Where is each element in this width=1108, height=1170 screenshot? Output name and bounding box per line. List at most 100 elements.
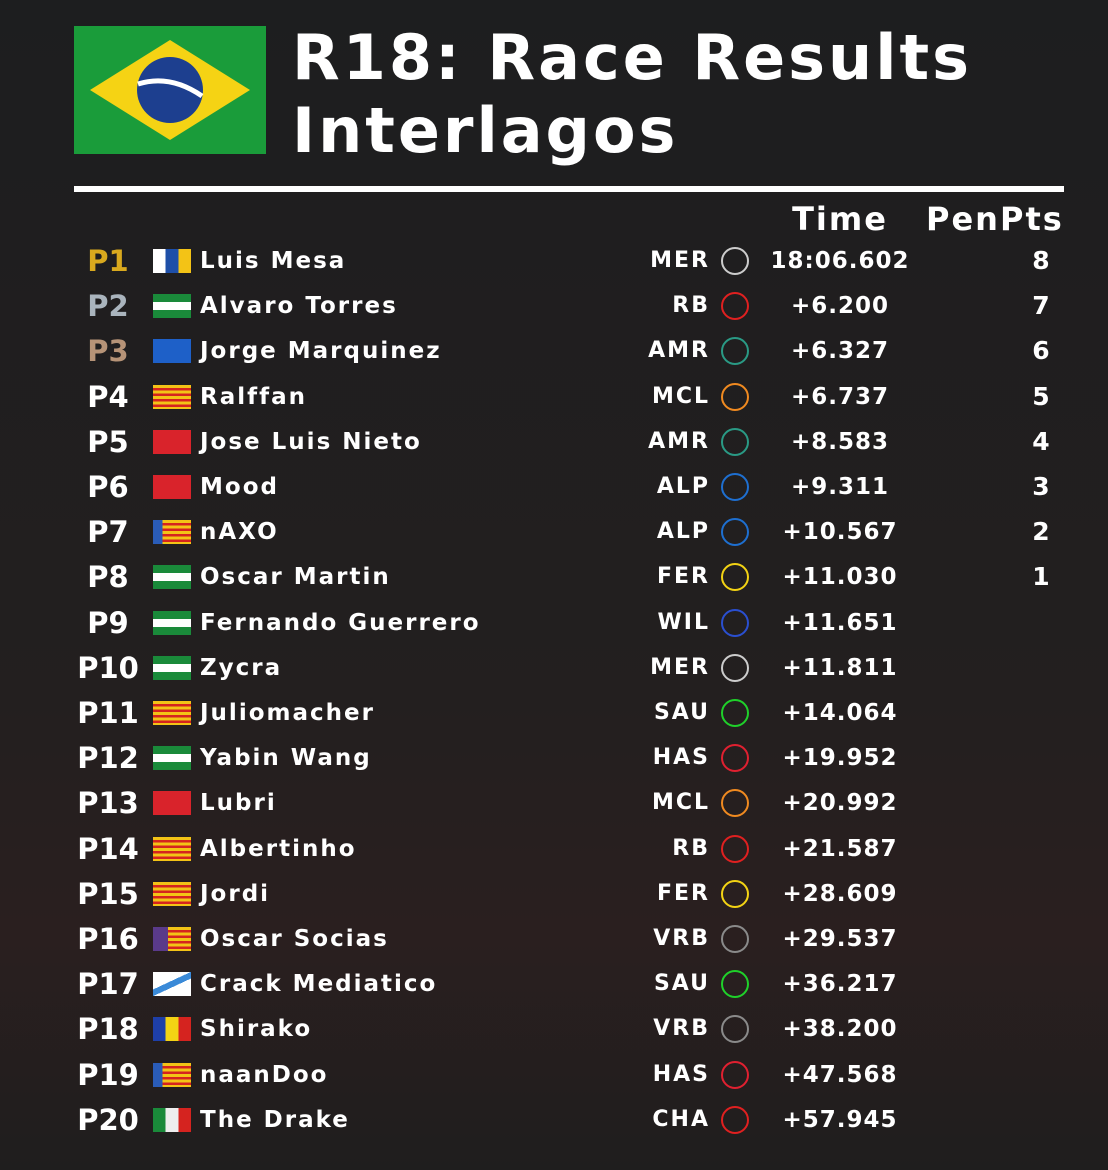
position: P6: [87, 470, 129, 504]
driver-name: nAXO: [200, 519, 279, 546]
position: P3: [87, 334, 129, 369]
team-logo: [721, 925, 749, 953]
team-logo: [721, 427, 749, 456]
team-code: AMR: [648, 428, 710, 454]
position: P13: [77, 786, 139, 821]
race-time: +20.992: [782, 790, 898, 817]
driver-name: Crack Mediatico: [200, 971, 438, 998]
result-row: P7 nAXO ALP +10.567 2: [0, 512, 1108, 552]
result-row: P9 Fernando Guerrero WIL +11.651: [0, 603, 1108, 643]
driver-name: Fernando Guerrero: [200, 609, 481, 636]
driver-flag: [153, 746, 191, 771]
points: 2: [1032, 517, 1050, 547]
race-time: +21.587: [782, 835, 898, 862]
race-time: +38.200: [782, 1016, 898, 1043]
team-logo: [721, 563, 749, 592]
team-logo: [721, 247, 749, 275]
driver-flag: [153, 249, 191, 273]
team-code: VRB: [653, 926, 710, 951]
team-code: HAS: [652, 1061, 710, 1087]
driver-name: Jose Luis Nieto: [200, 428, 422, 455]
result-row: P11 Juliomacher SAU +14.064: [0, 693, 1108, 733]
driver-name: Zycra: [200, 654, 283, 681]
team-logo: [721, 1060, 749, 1089]
result-row: P4 Ralffan MCL +6.737 5: [0, 377, 1108, 417]
result-row: P18 Shirako VRB +38.200: [0, 1009, 1108, 1049]
result-row: P17 Crack Mediatico SAU +36.217: [0, 964, 1108, 1004]
team-code: ALP: [656, 519, 710, 545]
position: P11: [77, 696, 139, 730]
driver-name: Alvaro Torres: [200, 293, 398, 320]
race-time: +28.609: [782, 880, 898, 907]
team-code: RB: [672, 835, 710, 861]
race-time: +19.952: [782, 745, 898, 772]
driver-flag: [153, 429, 191, 454]
driver-name: naanDoo: [200, 1061, 329, 1088]
team-code: SAU: [653, 971, 710, 997]
result-row: P15 Jordi FER +28.609: [0, 874, 1108, 914]
result-row: P12 Yabin Wang HAS +19.952: [0, 738, 1108, 778]
divider: [74, 186, 1064, 192]
team-code: HAS: [652, 745, 710, 771]
result-row: P2 Alvaro Torres RB +6.200 7: [0, 286, 1108, 326]
driver-flag: [153, 881, 191, 906]
driver-name: Albertinho: [200, 835, 357, 862]
column-header: Time: [792, 200, 888, 238]
driver-flag: [153, 339, 191, 364]
driver-name: Oscar Socias: [200, 926, 389, 952]
race-time: +36.217: [782, 971, 898, 998]
result-row: P6 Mood ALP +9.311 3: [0, 467, 1108, 507]
team-code: VRB: [653, 1016, 710, 1042]
position: P16: [77, 922, 139, 956]
position: P2: [87, 289, 129, 324]
position: P5: [87, 424, 129, 459]
points: 3: [1032, 472, 1050, 501]
team-logo: [721, 608, 749, 637]
driver-name: Jorge Marquinez: [200, 338, 442, 365]
driver-flag: [153, 475, 191, 499]
points: 1: [1032, 562, 1050, 592]
driver-name: Shirako: [200, 1016, 313, 1043]
team-code: MCL: [651, 383, 710, 409]
brazil-flag: [74, 26, 266, 154]
team-logo: [721, 744, 749, 773]
team-logo: [721, 653, 749, 682]
driver-name: The Drake: [200, 1106, 350, 1133]
result-row: P19 naanDoo HAS +47.568: [0, 1055, 1108, 1095]
team-logo: [721, 970, 749, 999]
title: R18: Race Results: [292, 21, 972, 94]
team-logo: [721, 292, 749, 321]
driver-flag: [153, 701, 191, 725]
position: P1: [87, 244, 129, 278]
driver-flag: [153, 1017, 191, 1042]
team-logo: [721, 789, 749, 818]
result-row: P1 Luis Mesa MER 18:06.602 8: [0, 241, 1108, 281]
race-time: +6.200: [790, 293, 890, 320]
position: P10: [77, 650, 139, 685]
position: P7: [87, 515, 129, 550]
race-time: 18:06.602: [770, 248, 910, 274]
race-time: +14.064: [782, 700, 898, 726]
driver-flag: [153, 384, 191, 409]
points: 7: [1032, 291, 1050, 321]
team-logo: [721, 834, 749, 863]
driver-flag: [153, 294, 191, 319]
team-logo: [721, 1105, 749, 1134]
race-time: +9.311: [790, 474, 890, 500]
team-logo: [721, 473, 749, 501]
subtitle: Interlagos: [292, 94, 679, 167]
position: P12: [77, 741, 139, 776]
team-code: AMR: [648, 338, 710, 364]
driver-name: Luis Mesa: [200, 248, 347, 274]
team-code: MCL: [651, 790, 710, 816]
position: P9: [87, 605, 129, 640]
position: P8: [87, 560, 129, 595]
team-code: RB: [672, 293, 710, 319]
race-time: +11.651: [782, 609, 898, 636]
position: P18: [77, 1012, 139, 1047]
result-row: P20 The Drake CHA +57.945: [0, 1100, 1108, 1140]
team-logo: [721, 518, 749, 547]
driver-name: Oscar Martin: [200, 564, 391, 591]
result-row: P13 Lubri MCL +20.992: [0, 783, 1108, 823]
